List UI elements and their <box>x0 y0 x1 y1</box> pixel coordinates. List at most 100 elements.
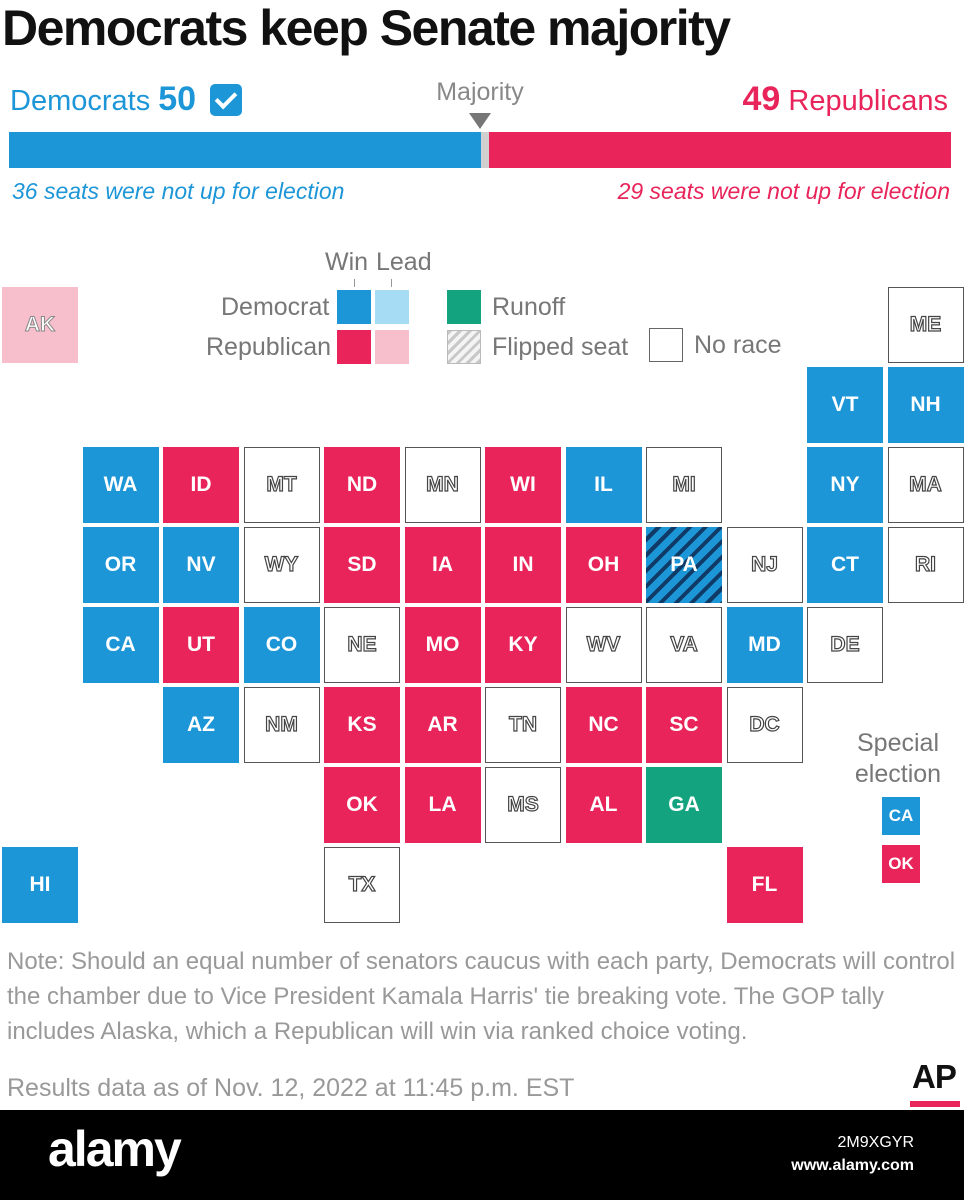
state-abbr-label: IN <box>512 553 534 576</box>
state-abbr-label: NC <box>588 713 619 736</box>
state-tile-nd: ND <box>324 447 400 523</box>
results-timestamp: Results data as of Nov. 12, 2022 at 11:4… <box>7 1074 575 1102</box>
state-abbr-label: HI <box>29 873 51 896</box>
state-abbr-label: NY <box>830 473 860 496</box>
state-tile-nc: NC <box>565 687 642 763</box>
democrats-total: Democrats 50 <box>10 80 196 119</box>
state-tile-ct: CT <box>807 527 883 603</box>
alamy-logo: alamy <box>48 1121 182 1177</box>
legend-flipped-swatch <box>447 330 481 364</box>
state-abbr-label: DC <box>749 712 781 736</box>
state-tile-mo: MO <box>404 607 481 683</box>
legend-flipped-label: Flipped seat <box>492 333 629 361</box>
state-abbr-label: VA <box>670 632 699 656</box>
state-abbr-label: OR <box>104 553 137 576</box>
legend-win-label: Win <box>325 248 369 276</box>
legend-democrat-win-swatch <box>337 290 371 324</box>
state-tile-il: IL <box>565 447 642 523</box>
state-abbr-label: AZ <box>187 713 215 736</box>
state-tile-de: DE <box>807 607 883 683</box>
state-tile-tn: TN <box>485 687 561 763</box>
state-tile-va: VA <box>646 607 722 683</box>
legend-no-race-label: No race <box>694 331 782 359</box>
legend-lead-tick <box>391 279 392 287</box>
state-abbr-label: WA <box>103 473 138 496</box>
legend-democrat-label: Democrat <box>221 293 330 321</box>
state-tile-wi: WI <box>485 447 561 523</box>
special-election-title: Special election <box>854 729 942 788</box>
state-abbr-label: NJ <box>750 552 778 576</box>
state-abbr-label: CO <box>265 633 298 656</box>
state-abbr-label: MT <box>266 472 298 496</box>
majority-marker-icon <box>469 113 491 129</box>
page-title: Democrats keep Senate majority <box>2 0 731 56</box>
state-tile-az: AZ <box>163 687 239 763</box>
state-abbr-label: DE <box>830 632 860 656</box>
state-abbr-label: OK <box>346 793 378 816</box>
republicans-label: Republicans <box>788 85 948 117</box>
state-abbr-label: WV <box>586 632 621 656</box>
legend-democrat-lead-swatch <box>375 290 409 324</box>
legend-win-tick <box>354 279 355 287</box>
state-abbr-label: NV <box>186 553 216 576</box>
state-tile-oh: OH <box>565 527 642 603</box>
state-tile-ok: OK <box>324 767 400 843</box>
state-tile-tx: TX <box>324 847 400 923</box>
democrats-label: Democrats <box>10 85 151 117</box>
state-tile-wv: WV <box>565 607 642 683</box>
checkmark-icon <box>210 84 242 116</box>
state-abbr-label: CA <box>105 633 136 656</box>
state-tile-ma: MA <box>887 447 964 523</box>
democrats-seat-bar <box>9 132 481 168</box>
state-abbr-label: LA <box>428 793 457 816</box>
footnote: Note: Should an equal number of senators… <box>7 948 956 1045</box>
state-abbr-label: OH <box>587 553 620 576</box>
state-tile-dc: DC <box>726 687 803 763</box>
state-abbr-label: KS <box>347 713 377 736</box>
state-tile-or: OR <box>82 527 159 603</box>
state-tile-vt: VT <box>807 367 883 443</box>
state-tile-in: IN <box>485 527 561 603</box>
state-tile-nm: NM <box>243 687 320 763</box>
majority-label: Majority <box>436 78 524 106</box>
state-abbr-label: TN <box>508 712 537 736</box>
state-tile-ny: NY <box>807 447 883 523</box>
state-abbr-label: NM <box>265 712 299 736</box>
state-abbr-label: UT <box>187 633 215 656</box>
state-tile-mi: MI <box>646 447 722 523</box>
state-abbr-label: AK <box>24 313 56 337</box>
state-tile-al: AL <box>565 767 642 843</box>
republicans-total: 49 Republicans <box>743 80 949 119</box>
state-tile-sd: SD <box>324 527 400 603</box>
state-abbr-label: WI <box>510 473 536 496</box>
state-tile-wy: WY <box>243 527 320 603</box>
republicans-seat-count: 49 <box>742 80 781 118</box>
state-abbr-label: VT <box>831 393 859 416</box>
state-tile-co: CO <box>243 607 320 683</box>
state-abbr-label: ID <box>190 473 212 496</box>
state-abbr-label: IA <box>432 553 453 576</box>
state-abbr-label: SD <box>347 553 377 576</box>
republicans-not-up-note: 29 seats were not up for election <box>617 178 950 204</box>
state-abbr-label: MA <box>909 472 943 496</box>
state-abbr-label: GA <box>668 793 700 816</box>
state-abbr-label: MD <box>748 633 781 656</box>
state-abbr-label: RI <box>914 552 936 576</box>
image-id: 2M9XGYR <box>837 1134 914 1151</box>
state-abbr-label: ND <box>346 473 378 496</box>
republicans-seat-bar <box>489 132 951 168</box>
state-abbr-label: ME <box>909 312 942 336</box>
state-tile-hi: HI <box>2 847 78 923</box>
state-tile-fl: FL <box>726 847 803 923</box>
watermark-footer <box>0 1110 964 1200</box>
legend-republican-lead-swatch <box>375 330 409 364</box>
legend-republican-win-swatch <box>337 330 371 364</box>
state-abbr-label: MO <box>425 633 460 656</box>
state-abbr-label: SC <box>669 713 699 736</box>
state-abbr-label: TX <box>348 872 376 896</box>
state-tile-pa: PA <box>646 527 722 603</box>
legend-lead-label: Lead <box>376 248 432 276</box>
state-tile-wa: WA <box>82 447 159 523</box>
state-abbr-label: AL <box>589 793 618 816</box>
legend-runoff-swatch <box>447 290 481 324</box>
